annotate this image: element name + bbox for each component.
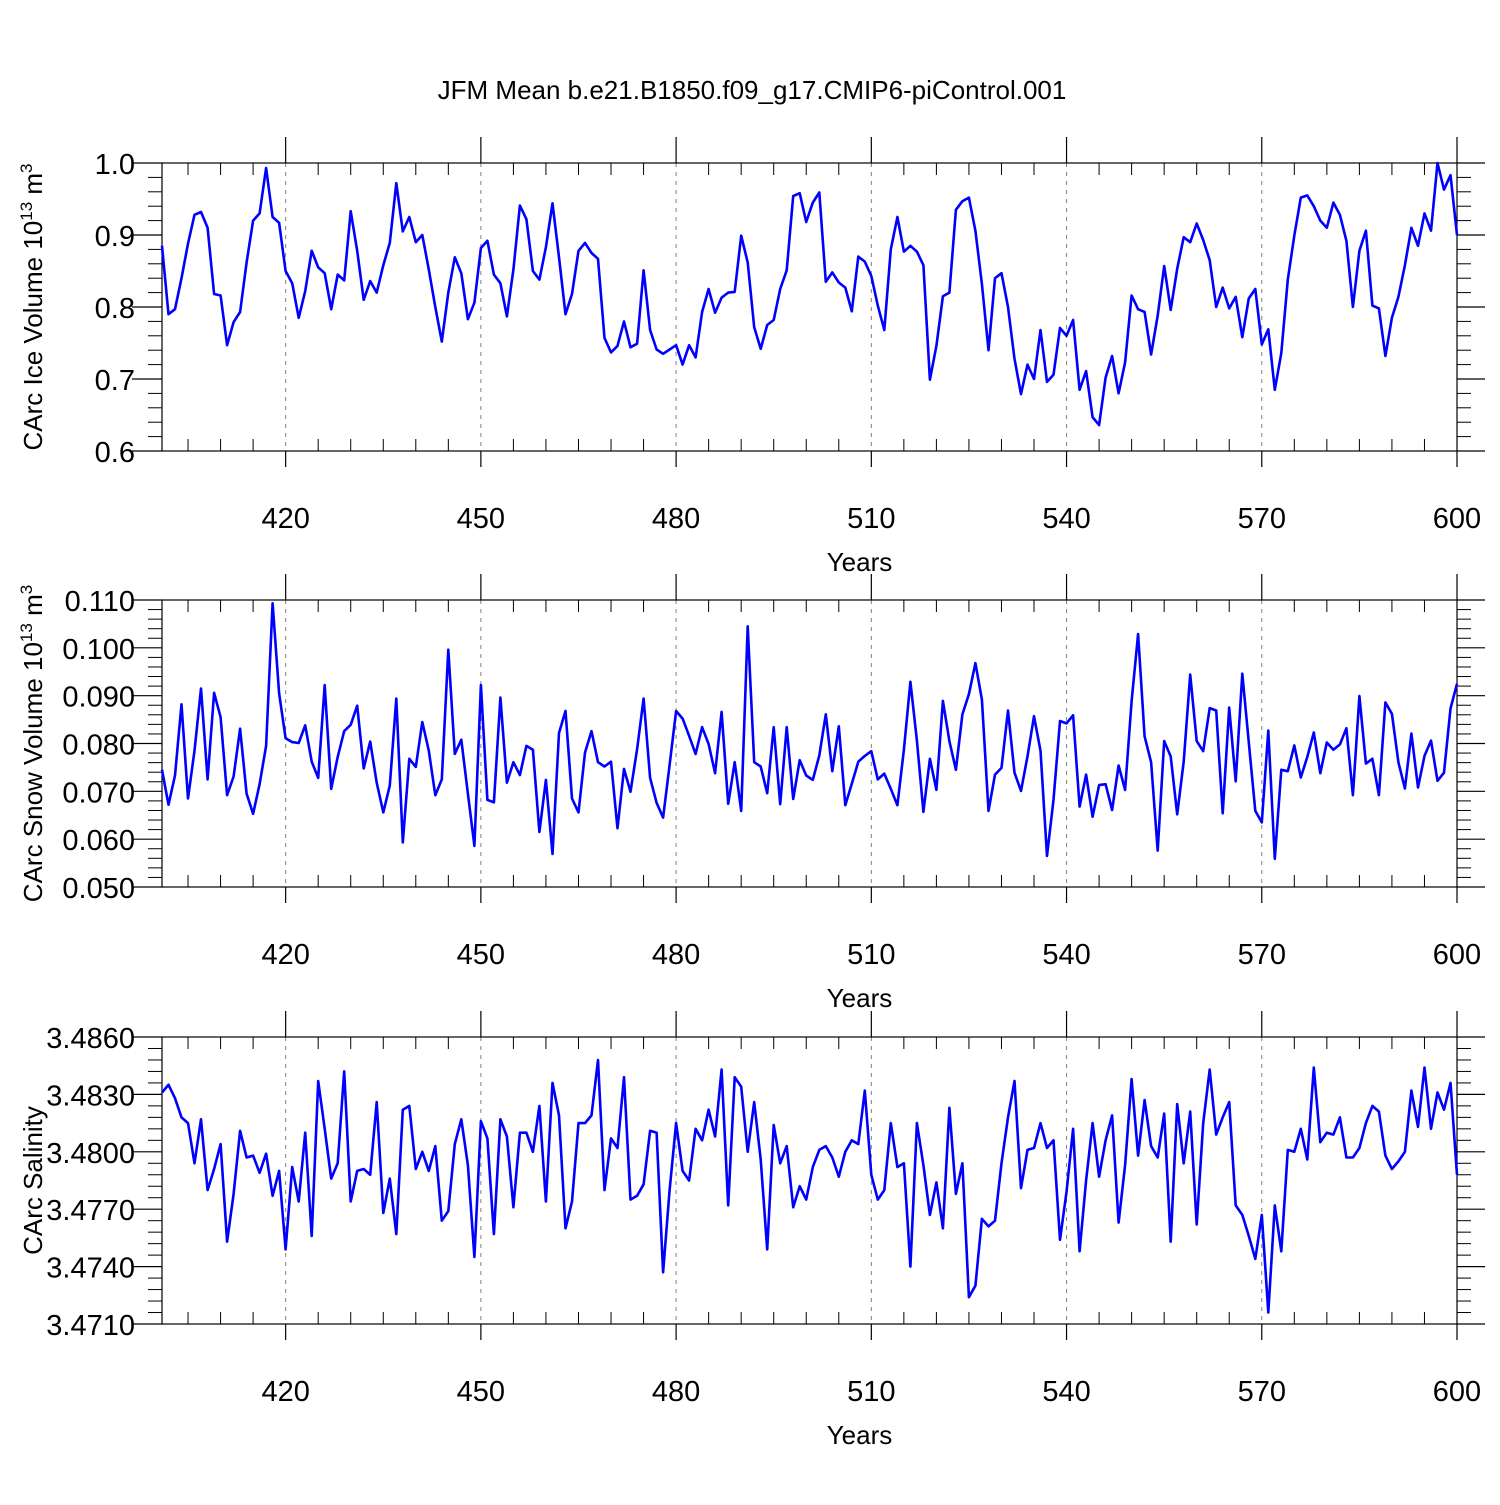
y-tick-label: 0.8 (95, 293, 135, 325)
y-tick-label: 0.050 (62, 873, 135, 905)
y-tick-label: 3.4800 (46, 1138, 135, 1170)
y-tick-label: 3.4740 (46, 1253, 135, 1285)
series-line (162, 603, 1457, 859)
x-tick-label: 570 (1238, 1376, 1286, 1408)
x-tick-label: 420 (261, 503, 309, 535)
x-tick-label: 540 (1042, 503, 1090, 535)
x-tick-label: 450 (457, 503, 505, 535)
y-tick-label: 3.4770 (46, 1195, 135, 1227)
plot-frame (162, 163, 1457, 451)
panels: 420 450 480 510 540 570 600 0.6 0.7 0.8 0.9 1.0 Year… (17, 137, 1485, 1450)
y-tick-label: 3.4830 (46, 1080, 135, 1112)
x-tick-label: 570 (1238, 939, 1286, 971)
x-tick-label: 510 (847, 1376, 895, 1408)
y-axis-label: CArc Salinity (18, 1106, 48, 1255)
panel-3: 420 450 480 510 540 570 600 3.4710 3.4740 3.4770 3… (18, 1011, 1485, 1450)
y-tick-label: 0.6 (95, 437, 135, 469)
x-tick-label: 420 (261, 1376, 309, 1408)
panel-2: 420 450 480 510 540 570 600 0.050 0.060 0.070 0.08… (17, 574, 1485, 1013)
y-tick-label: 0.7 (95, 365, 135, 397)
x-tick-label: 540 (1042, 939, 1090, 971)
series-line (162, 1060, 1457, 1313)
y-tick-label: 0.100 (62, 634, 135, 666)
series-line (162, 163, 1457, 425)
x-tick-label: 420 (261, 939, 309, 971)
panel-1: 420 450 480 510 540 570 600 0.6 0.7 0.8 0.9 1.0 Year… (17, 137, 1485, 577)
y-tick-label: 3.4710 (46, 1310, 135, 1342)
x-tick-label: 600 (1433, 503, 1481, 535)
x-tick-label: 450 (457, 939, 505, 971)
y-tick-label: 0.070 (62, 777, 135, 809)
y-tick-label: 0.090 (62, 682, 135, 714)
x-axis-label: Years (827, 983, 893, 1013)
y-axis-label: CArc Ice Volume 1013 m3 (17, 163, 48, 450)
y-tick-label: 0.080 (62, 730, 135, 762)
x-tick-label: 600 (1433, 939, 1481, 971)
y-tick-label: 0.9 (95, 221, 135, 253)
x-axis-label: Years (827, 1420, 893, 1450)
y-tick-label: 1.0 (95, 149, 135, 181)
data-points (162, 163, 1457, 425)
plot-frame (162, 600, 1457, 887)
x-axis-label: Years (827, 547, 893, 577)
x-tick-label: 510 (847, 939, 895, 971)
x-tick-label: 450 (457, 1376, 505, 1408)
x-tick-label: 600 (1433, 1376, 1481, 1408)
x-tick-label: 540 (1042, 1376, 1090, 1408)
x-tick-label: 570 (1238, 503, 1286, 535)
x-tick-label: 480 (652, 503, 700, 535)
x-tick-label: 480 (652, 1376, 700, 1408)
y-tick-label: 3.4860 (46, 1023, 135, 1055)
figure-title: JFM Mean b.e21.B1850.f09_g17.CMIP6-piCon… (438, 75, 1067, 105)
y-tick-label: 0.110 (65, 586, 135, 618)
y-tick-label: 0.060 (62, 825, 135, 857)
x-tick-label: 480 (652, 939, 700, 971)
x-tick-label: 510 (847, 503, 895, 535)
y-axis-label: CArc Snow Volume 1013 m3 (17, 585, 48, 902)
